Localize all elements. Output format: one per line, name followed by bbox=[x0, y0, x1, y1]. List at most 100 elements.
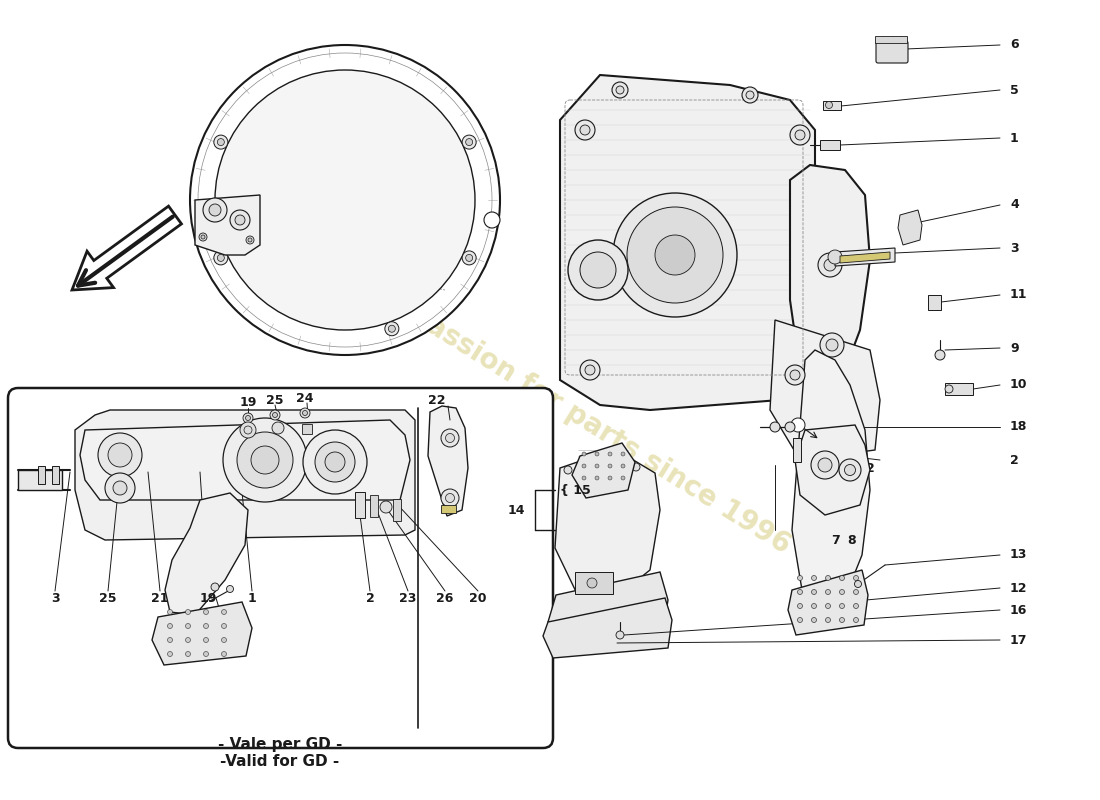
Circle shape bbox=[839, 575, 845, 581]
Circle shape bbox=[244, 426, 252, 434]
Circle shape bbox=[825, 102, 833, 109]
Circle shape bbox=[613, 193, 737, 317]
Text: 7: 7 bbox=[830, 534, 839, 546]
Circle shape bbox=[595, 452, 600, 456]
Circle shape bbox=[300, 408, 310, 418]
Circle shape bbox=[812, 618, 816, 622]
Polygon shape bbox=[792, 350, 870, 600]
Circle shape bbox=[608, 476, 612, 480]
Polygon shape bbox=[556, 456, 660, 600]
Circle shape bbox=[746, 91, 754, 99]
Text: 8: 8 bbox=[848, 534, 856, 546]
Circle shape bbox=[632, 463, 640, 471]
Text: 9: 9 bbox=[1010, 342, 1019, 354]
Circle shape bbox=[564, 466, 572, 474]
Circle shape bbox=[302, 410, 308, 415]
Circle shape bbox=[825, 590, 830, 594]
Circle shape bbox=[812, 575, 816, 581]
Bar bbox=[874, 36, 907, 43]
Circle shape bbox=[790, 125, 810, 145]
Text: - Vale per GD -: - Vale per GD - bbox=[218, 738, 342, 753]
Circle shape bbox=[580, 252, 616, 288]
Circle shape bbox=[587, 578, 597, 588]
Polygon shape bbox=[560, 75, 815, 410]
Bar bbox=[355, 492, 365, 518]
Circle shape bbox=[441, 489, 459, 507]
Polygon shape bbox=[788, 570, 868, 635]
Text: 16: 16 bbox=[1010, 603, 1027, 617]
Circle shape bbox=[245, 415, 251, 421]
Circle shape bbox=[770, 422, 780, 432]
Circle shape bbox=[273, 413, 277, 418]
Circle shape bbox=[818, 458, 832, 472]
Circle shape bbox=[627, 207, 723, 303]
Circle shape bbox=[213, 251, 228, 265]
Circle shape bbox=[945, 385, 953, 393]
Bar bbox=[370, 495, 378, 517]
Circle shape bbox=[742, 87, 758, 103]
Circle shape bbox=[167, 610, 173, 614]
Circle shape bbox=[186, 638, 190, 642]
Circle shape bbox=[798, 575, 803, 581]
Circle shape bbox=[621, 464, 625, 468]
Text: 11: 11 bbox=[1010, 289, 1027, 302]
Circle shape bbox=[608, 464, 612, 468]
Circle shape bbox=[854, 575, 858, 581]
Bar bbox=[393, 499, 402, 521]
Polygon shape bbox=[840, 252, 890, 263]
Circle shape bbox=[798, 618, 803, 622]
Text: 13: 13 bbox=[1010, 549, 1027, 562]
Circle shape bbox=[236, 432, 293, 488]
Text: 18: 18 bbox=[1010, 421, 1027, 434]
Circle shape bbox=[854, 603, 858, 609]
Text: 2: 2 bbox=[365, 593, 374, 606]
Circle shape bbox=[828, 250, 842, 264]
Bar bbox=[793, 438, 801, 462]
Bar bbox=[928, 295, 940, 310]
Circle shape bbox=[826, 339, 838, 351]
Text: 3: 3 bbox=[1010, 242, 1019, 254]
Text: A: A bbox=[488, 215, 495, 225]
Circle shape bbox=[204, 623, 209, 629]
Text: A: A bbox=[794, 421, 802, 430]
Polygon shape bbox=[795, 425, 870, 515]
Text: 3: 3 bbox=[51, 593, 59, 606]
Circle shape bbox=[795, 130, 805, 140]
Bar bbox=[52, 466, 59, 484]
Text: 12: 12 bbox=[186, 614, 204, 626]
FancyBboxPatch shape bbox=[8, 388, 553, 748]
Circle shape bbox=[616, 86, 624, 94]
Circle shape bbox=[251, 446, 279, 474]
Circle shape bbox=[839, 603, 845, 609]
Text: 26: 26 bbox=[437, 593, 453, 606]
Bar bbox=[441, 505, 456, 513]
Circle shape bbox=[246, 236, 254, 244]
Text: 6: 6 bbox=[1010, 38, 1019, 51]
Text: 24: 24 bbox=[296, 391, 314, 405]
Circle shape bbox=[595, 464, 600, 468]
Circle shape bbox=[654, 235, 695, 275]
Text: 1: 1 bbox=[1010, 131, 1019, 145]
Circle shape bbox=[186, 610, 190, 614]
Circle shape bbox=[324, 452, 345, 472]
Circle shape bbox=[790, 370, 800, 380]
Circle shape bbox=[612, 82, 628, 98]
Bar bbox=[302, 424, 312, 434]
Circle shape bbox=[791, 418, 805, 432]
Polygon shape bbox=[195, 195, 260, 255]
Circle shape bbox=[839, 618, 845, 622]
Circle shape bbox=[812, 590, 816, 594]
Polygon shape bbox=[543, 598, 672, 658]
Circle shape bbox=[820, 333, 844, 357]
Circle shape bbox=[935, 350, 945, 360]
Circle shape bbox=[204, 198, 227, 222]
Text: 1: 1 bbox=[248, 593, 256, 606]
Text: 14: 14 bbox=[507, 503, 525, 517]
Text: 2: 2 bbox=[1010, 454, 1019, 466]
Circle shape bbox=[201, 235, 205, 239]
Circle shape bbox=[315, 442, 355, 482]
Circle shape bbox=[441, 429, 459, 447]
Circle shape bbox=[812, 603, 816, 609]
Circle shape bbox=[211, 583, 219, 591]
Circle shape bbox=[584, 458, 592, 466]
